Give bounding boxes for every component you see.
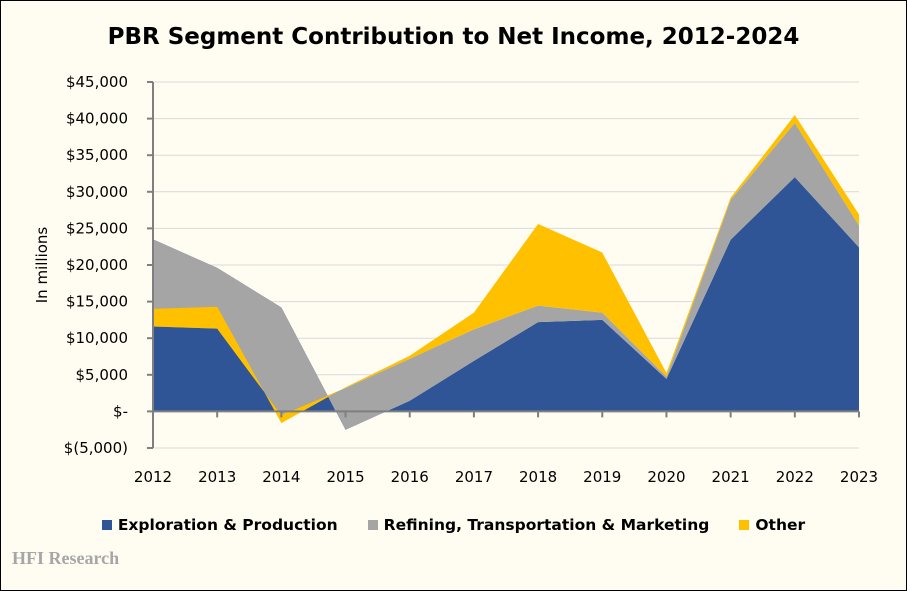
legend-swatch-yellow	[739, 520, 750, 530]
legend-label: Refining, Transportation & Marketing	[383, 516, 710, 534]
area-refining-transportation-marketing	[153, 122, 859, 430]
x-tick-label: 2020	[647, 468, 685, 486]
x-tick-label: 2021	[712, 468, 750, 486]
legend-item-other: Other	[739, 516, 805, 534]
watermark: HFI Research	[12, 548, 120, 568]
y-tick-label: $45,000	[66, 73, 128, 91]
legend-label: Other	[755, 516, 806, 534]
x-tick-label: 2015	[326, 468, 364, 486]
legend: Exploration & Production Refining, Trans…	[0, 516, 907, 534]
chart-title: PBR Segment Contribution to Net Income, …	[107, 24, 800, 50]
x-tick-label: 2023	[840, 468, 878, 486]
area-exploration-production	[153, 177, 859, 430]
x-tick-label: 2013	[198, 468, 236, 486]
x-tick-label: 2014	[262, 468, 300, 486]
y-tick-label: $35,000	[66, 146, 128, 164]
legend-item-refining: Refining, Transportation & Marketing	[367, 516, 710, 534]
y-tick-label: $25,000	[66, 219, 128, 237]
y-tick-label: $20,000	[66, 256, 128, 274]
x-tick-label: 2017	[455, 468, 493, 486]
x-tick-label: 2012	[134, 468, 172, 486]
x-tick-label: 2022	[776, 468, 814, 486]
y-tick-label: $(5,000)	[64, 439, 128, 457]
legend-swatch-gray	[367, 520, 378, 530]
y-tick-label: $15,000	[66, 293, 128, 311]
x-tick-label: 2016	[391, 468, 429, 486]
legend-swatch-blue	[101, 520, 112, 530]
y-tick-label: $-	[113, 402, 128, 420]
y-tick-label: $5,000	[76, 366, 129, 384]
y-tick-label: $10,000	[66, 329, 128, 347]
x-tick-label: 2019	[583, 468, 621, 486]
legend-item-exploration-production: Exploration & Production	[101, 516, 338, 534]
area-other	[153, 114, 859, 424]
y-tick-label: $40,000	[66, 110, 128, 128]
x-tick-label: 2018	[519, 468, 557, 486]
legend-label: Exploration & Production	[117, 516, 338, 534]
y-tick-label: $30,000	[66, 183, 128, 201]
